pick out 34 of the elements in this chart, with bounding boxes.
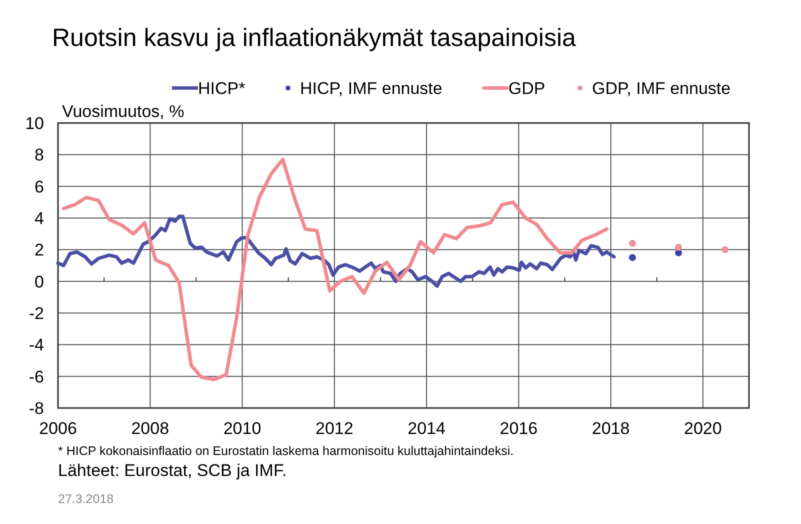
y-tick-label: 6 xyxy=(34,177,44,196)
legend-label: HICP* xyxy=(198,79,246,98)
x-tick-label: 2016 xyxy=(500,419,538,438)
x-tick-label: 2014 xyxy=(408,419,446,438)
point xyxy=(628,254,636,262)
legend-label: HICP, IMF ennuste xyxy=(300,79,442,98)
text: * HICP kokonaisinflaatio on Eurostatin laskema harmonisoitu kuluttajahintaindeksi. xyxy=(58,444,514,458)
x-tick-label: 2012 xyxy=(315,419,354,438)
x-tick-label: 2010 xyxy=(223,419,262,438)
y-tick-label: 4 xyxy=(34,208,44,228)
chart-title: Ruotsin kasvu ja inflaationäkymät tasapainoisia xyxy=(52,24,576,52)
y-tick-label: 2 xyxy=(34,240,44,260)
x-tick-label: 2020 xyxy=(684,419,722,438)
point xyxy=(722,246,729,254)
point xyxy=(675,244,682,251)
line-series xyxy=(62,158,608,382)
y-tick-label: -6 xyxy=(28,367,44,386)
y-axis-title: Vuosimuutos, % xyxy=(62,102,184,121)
text: Lähteet: Eurostat, SCB ja IMF. xyxy=(58,461,287,480)
point xyxy=(675,249,682,256)
legend-label: GDP xyxy=(508,79,546,98)
y-tick-label: -2 xyxy=(28,304,44,323)
x-tick-label: 2006 xyxy=(39,419,77,438)
y-tick-label: 8 xyxy=(34,146,44,165)
line-series xyxy=(56,214,616,288)
y-tick-label: 10 xyxy=(25,114,44,133)
x-tick-label: 2008 xyxy=(131,419,170,438)
y-tick-label: -8 xyxy=(28,398,44,418)
legend-label: GDP, IMF ennuste xyxy=(592,79,731,98)
x-tick-label: 2018 xyxy=(592,419,630,438)
text: 27.3.2018 xyxy=(58,492,114,506)
y-tick-label: 0 xyxy=(34,272,44,292)
y-tick-label: -4 xyxy=(28,336,44,355)
point xyxy=(628,240,636,247)
